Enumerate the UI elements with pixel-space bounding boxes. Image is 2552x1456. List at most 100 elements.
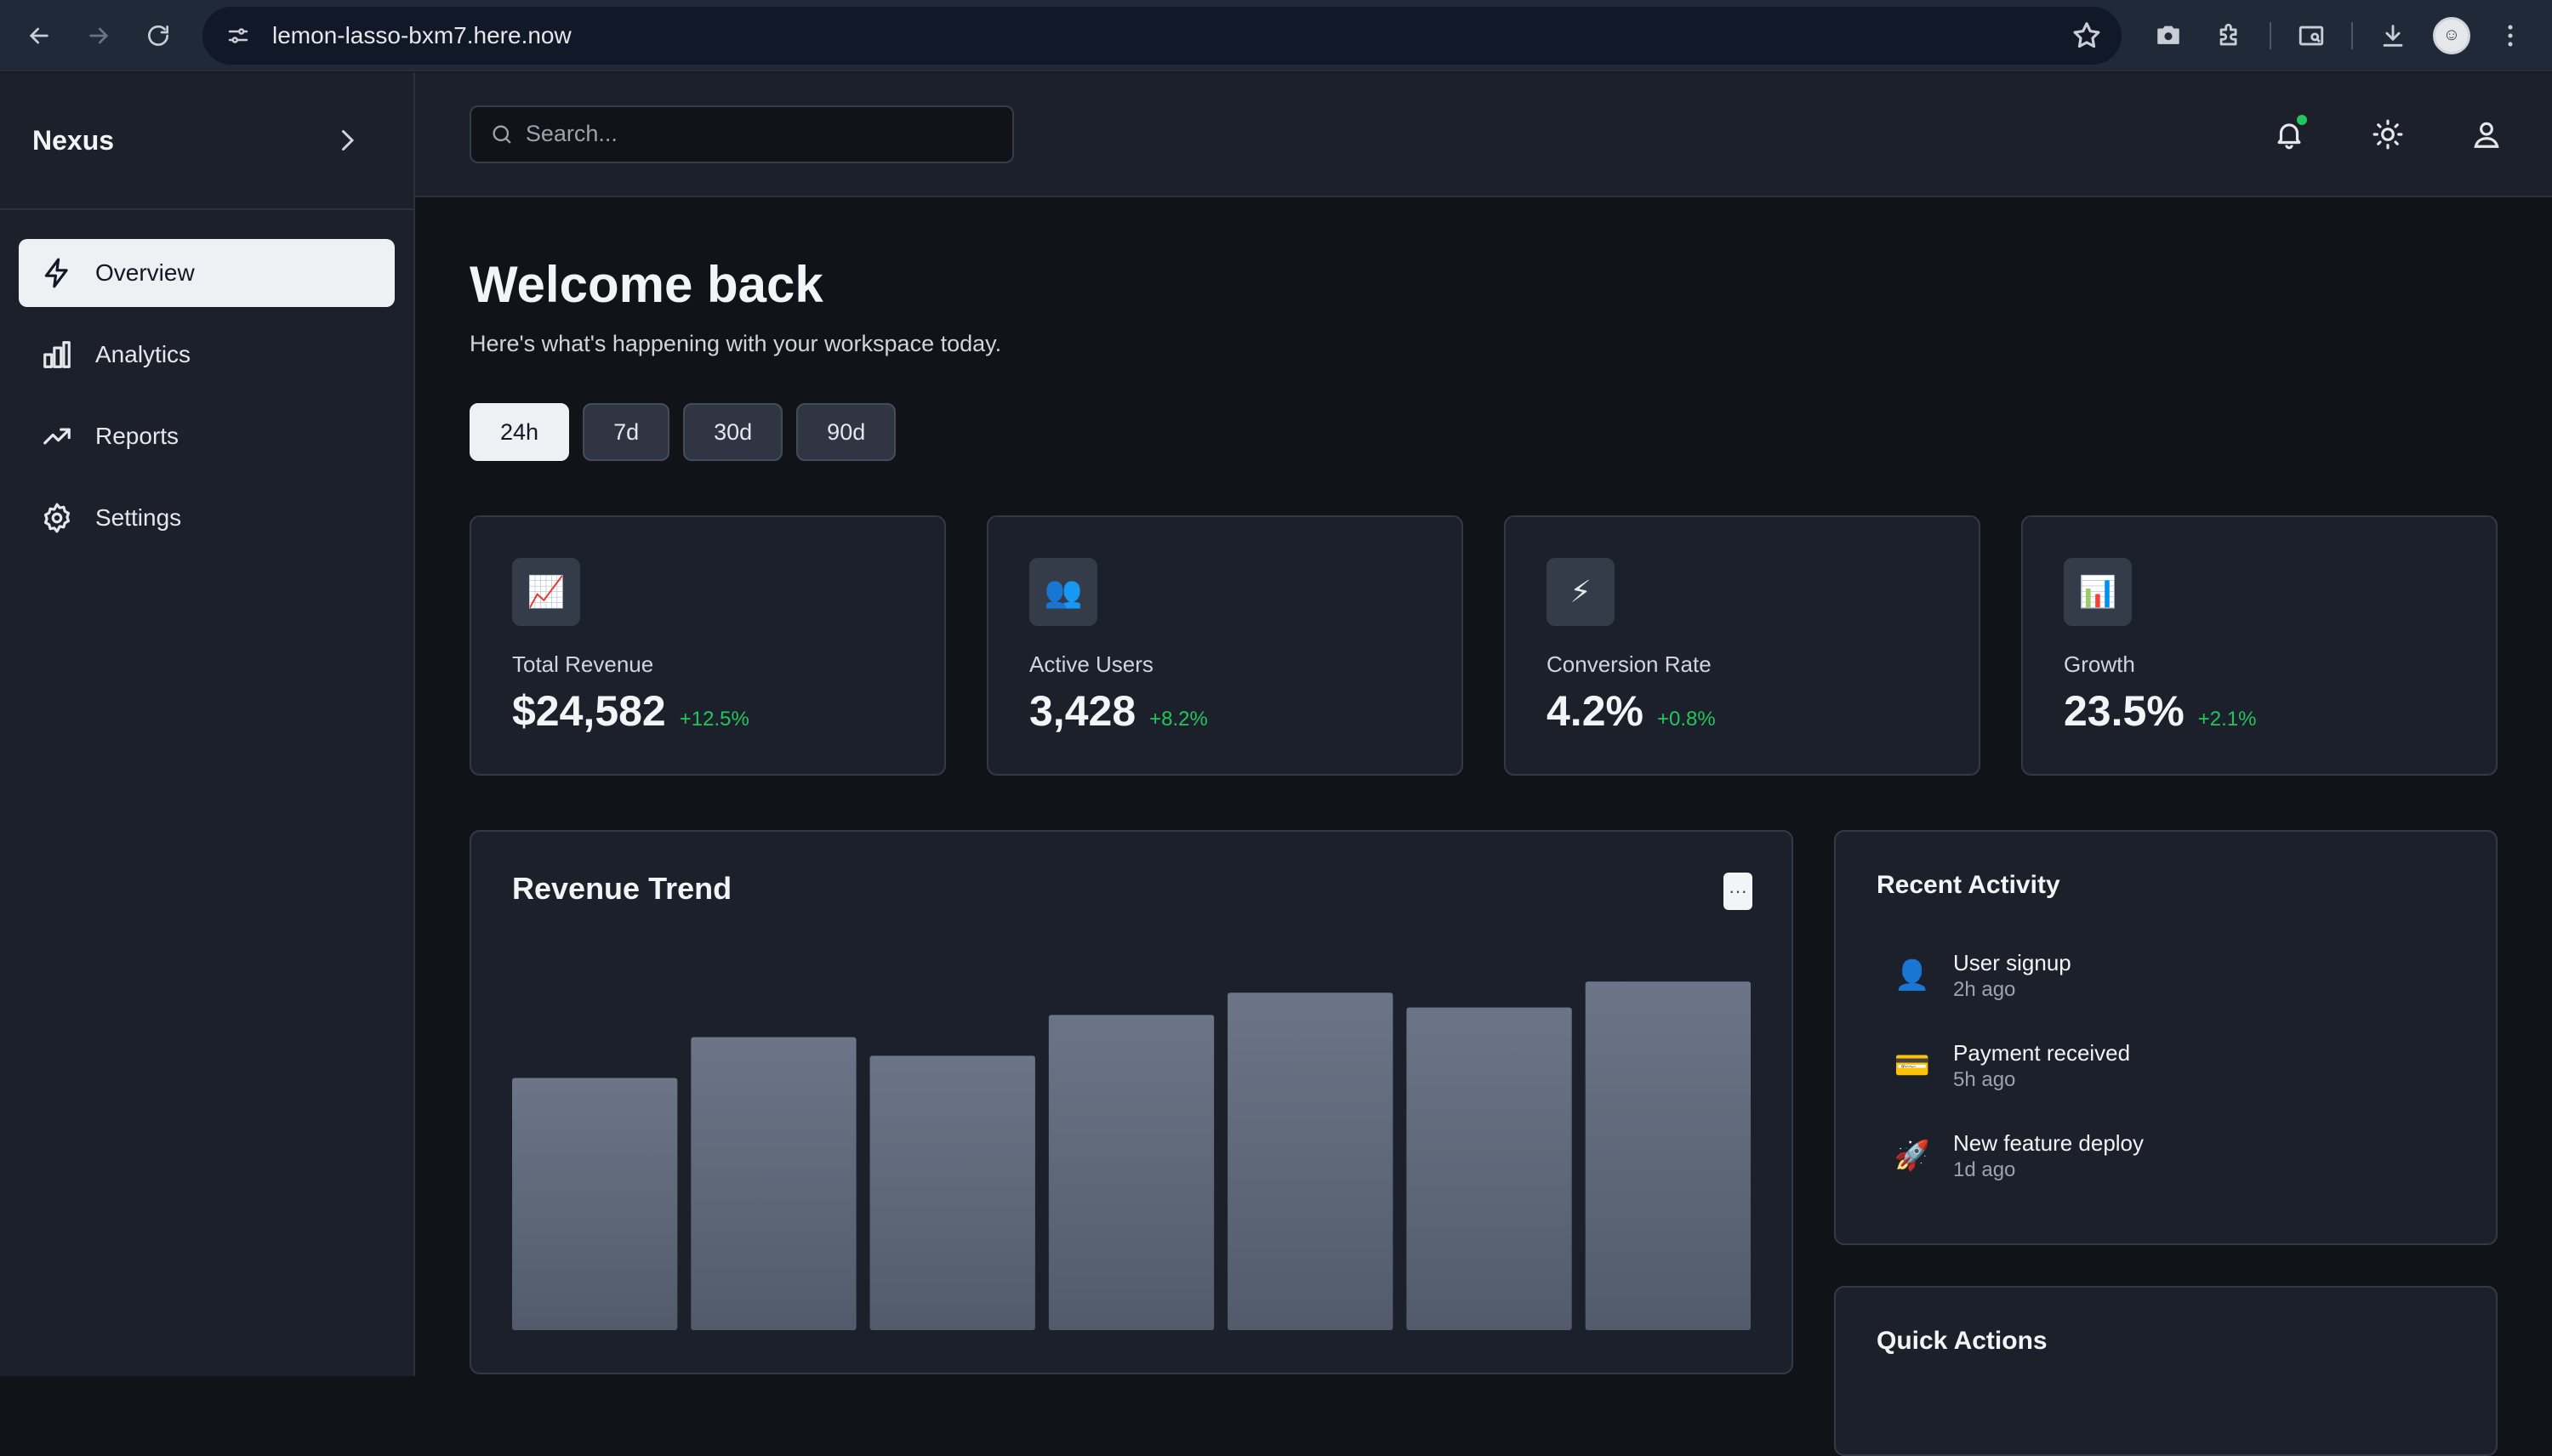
credit-card-icon: 💳 (1894, 1049, 1931, 1082)
stat-card-conversion-rate[interactable]: ⚡ Conversion Rate 4.2% +0.8% (1504, 515, 1980, 776)
brand-name: Nexus (32, 124, 115, 156)
lower-row: Revenue Trend ··· (470, 830, 2498, 1456)
card-title: Revenue Trend (512, 871, 732, 906)
stat-delta: +8.2% (1149, 708, 1208, 731)
activity-list: 👤 User signup 2h ago 💳 Payment received (1877, 930, 2455, 1201)
trend-up-icon (43, 428, 71, 445)
lightning-icon: ⚡ (1547, 558, 1615, 626)
revenue-bar-4[interactable] (1048, 1015, 1215, 1330)
sidebar-item-label: Reports (95, 423, 179, 449)
page-title: Welcome back (470, 256, 823, 313)
page-subtitle: Here's what's happening with your worksp… (470, 331, 1002, 356)
forward-button[interactable] (77, 14, 121, 58)
tab-search-icon[interactable] (2290, 14, 2333, 57)
revenue-trend-card: Revenue Trend ··· (470, 830, 1793, 1374)
users-icon: 👥 (1029, 558, 1097, 626)
range-button-7d[interactable]: 7d (583, 403, 670, 461)
range-button-24h[interactable]: 24h (470, 403, 570, 461)
app-shell: Nexus Overview Analytics Reports Setting… (0, 72, 2552, 1456)
theme-toggle-button[interactable] (2368, 115, 2407, 154)
stat-label: Active Users (1029, 651, 1154, 677)
url-text[interactable]: lemon-lasso-bxm7.here.now (272, 21, 572, 48)
download-icon[interactable] (2372, 14, 2414, 57)
stat-card-total-revenue[interactable]: 📈 Total Revenue $24,582 +12.5% (470, 515, 946, 776)
quick-actions-card: Quick Actions (1834, 1286, 2498, 1456)
activity-time: 1d ago (1953, 1157, 2016, 1181)
profile-avatar-icon[interactable]: ☺ (2433, 16, 2470, 54)
search-input[interactable] (525, 121, 994, 147)
stat-delta: +2.1% (2197, 708, 2257, 731)
reload-button[interactable] (136, 14, 180, 58)
sidebar-item-analytics[interactable]: Analytics (19, 321, 395, 389)
address-bar[interactable]: lemon-lasso-bxm7.here.now (202, 6, 2122, 65)
revenue-bar-6[interactable] (1406, 1007, 1572, 1330)
bell-icon (2277, 122, 2301, 149)
search-icon (493, 125, 511, 143)
topbar (415, 72, 2552, 197)
stat-card-growth[interactable]: 📊 Growth 23.5% +2.1% (2021, 515, 2498, 776)
user-menu-button[interactable] (2467, 115, 2506, 154)
revenue-bar-5[interactable] (1228, 992, 1393, 1330)
sidebar-item-overview[interactable]: Overview (19, 239, 395, 307)
activity-time: 2h ago (1953, 977, 2016, 1001)
stat-delta: +0.8% (1656, 708, 1716, 731)
search-box[interactable] (470, 105, 1014, 163)
activity-item[interactable]: 👤 User signup 2h ago (1877, 930, 2455, 1021)
rocket-icon: 🚀 (1894, 1140, 1931, 1172)
extensions-icon[interactable] (2208, 14, 2251, 57)
activity-item[interactable]: 💳 Payment received 5h ago (1877, 1021, 2455, 1111)
activity-title: New feature deploy (1953, 1129, 2145, 1156)
revenue-bar-2[interactable] (691, 1037, 857, 1330)
reload-icon (148, 25, 168, 46)
sidebar-header: Nexus (0, 72, 413, 210)
stat-label: Growth (2064, 651, 2135, 677)
stat-card-active-users[interactable]: 👥 Active Users 3,428 +8.2% (987, 515, 1463, 776)
site-settings-icon[interactable] (221, 19, 255, 53)
notification-dot (2297, 114, 2307, 125)
revenue-bar-1[interactable] (512, 1078, 678, 1330)
sidebar-item-settings[interactable]: Settings (19, 484, 395, 552)
activity-time: 5h ago (1953, 1067, 2016, 1091)
sun-icon (2373, 119, 2403, 149)
chart-up-icon: 📈 (512, 558, 580, 626)
activity-item[interactable]: 🚀 New feature deploy 1d ago (1877, 1111, 2455, 1201)
main-area: Welcome back Here's what's happening wit… (415, 72, 2552, 1456)
arrow-right-icon (89, 27, 109, 43)
bookmark-star-icon[interactable] (2071, 20, 2103, 52)
chevron-right-icon[interactable] (332, 125, 362, 156)
user-silhouette-icon: 👤 (1894, 959, 1931, 992)
bar-chart-icon (43, 341, 71, 368)
sidebar-item-label: Overview (95, 259, 195, 286)
revenue-bar-chart (512, 981, 1751, 1330)
stat-delta: +12.5% (679, 708, 749, 731)
range-button-30d[interactable]: 30d (683, 403, 783, 461)
dashboard-content: Welcome back Here's what's happening wit… (415, 255, 2552, 1456)
card-title: Recent Activity (1877, 871, 2060, 899)
notifications-button[interactable] (2270, 114, 2309, 154)
gear-icon (43, 503, 71, 533)
sidebar: Nexus Overview Analytics Reports Setting… (0, 72, 415, 1376)
bar-chart-emoji-icon: 📊 (2064, 558, 2132, 626)
camera-icon[interactable] (2147, 14, 2190, 57)
kebab-menu-icon[interactable] (2489, 14, 2532, 57)
side-column: Recent Activity 👤 User signup 2h ago 💳 (1834, 830, 2498, 1456)
arrow-left-icon (29, 27, 48, 43)
sidebar-item-label: Analytics (95, 341, 191, 367)
stat-value: 3,428 (1029, 687, 1136, 735)
range-button-90d[interactable]: 90d (796, 403, 897, 461)
revenue-bar-3[interactable] (869, 1055, 1035, 1330)
browser-toolbar: lemon-lasso-bxm7.here.now ☺ (0, 0, 2552, 71)
back-button[interactable] (17, 14, 61, 58)
card-title: Quick Actions (1877, 1327, 2048, 1355)
revenue-bar-7[interactable] (1585, 981, 1751, 1330)
toolbar-separator (2270, 21, 2271, 49)
stat-value: 4.2% (1547, 687, 1643, 735)
sidebar-item-reports[interactable]: Reports (19, 402, 395, 470)
more-options-button[interactable]: ··· (1723, 873, 1752, 910)
stat-value: 23.5% (2064, 687, 2185, 735)
toolbar-separator (2351, 21, 2353, 49)
stat-value: $24,582 (512, 687, 666, 735)
stats-row: 📈 Total Revenue $24,582 +12.5% 👥 Active … (470, 515, 2498, 776)
activity-title: User signup (1953, 949, 2071, 975)
time-range-selector: 24h 7d 30d 90d (470, 403, 2498, 461)
